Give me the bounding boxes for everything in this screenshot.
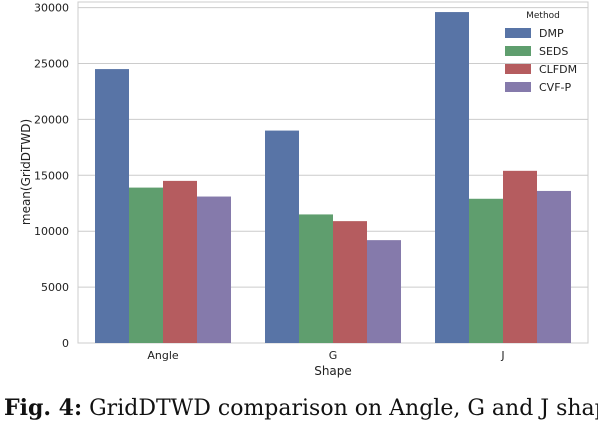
bar-cvf-p-j [537, 190, 571, 343]
bar-seds-angle [129, 187, 163, 343]
bar-dmp-angle [95, 69, 129, 343]
legend-label-clfdm: CLFDM [539, 63, 577, 76]
x-tick-label: G [329, 349, 338, 362]
y-tick-label: 30000 [34, 2, 69, 15]
y-axis-ticks: 0 5000 10000 15000 20000 25000 30000 [34, 2, 69, 350]
figure-caption: Fig. 4: GridDTWD comparison on Angle, G … [4, 396, 598, 421]
bar-seds-g [299, 214, 333, 343]
y-tick-label: 15000 [34, 169, 69, 182]
caption-text: GridDTWD comparison on Angle, G and J sh… [89, 396, 598, 421]
y-tick-label: 10000 [34, 225, 69, 238]
bar-clfdm-g [333, 221, 367, 343]
bar-chart: 0 5000 10000 15000 20000 25000 30000 Angle G J S… [19, 1, 589, 378]
y-tick-label: 25000 [34, 57, 69, 70]
bar-cvf-p-g [367, 240, 401, 343]
caption-label: Fig. 4: [4, 396, 83, 421]
x-axis-label: Shape [314, 364, 352, 378]
x-tick-label: Angle [147, 349, 179, 362]
legend-swatch-cvf-p [505, 82, 531, 92]
bar-cvf-p-angle [197, 196, 231, 343]
x-tick-label: J [500, 349, 504, 362]
bar-seds-j [469, 198, 503, 343]
legend-label-seds: SEDS [539, 45, 568, 58]
y-tick-label: 20000 [34, 113, 69, 126]
legend-swatch-clfdm [505, 64, 531, 74]
bar-clfdm-j [503, 170, 537, 343]
legend-label-cvf-p: CVF-P [539, 81, 572, 94]
y-tick-label: 5000 [41, 281, 69, 294]
bar-clfdm-angle [163, 180, 197, 343]
legend-label-dmp: DMP [539, 27, 564, 40]
legend-swatch-dmp [505, 28, 531, 38]
bar-dmp-g [265, 130, 299, 343]
x-axis-ticks: Angle G J [147, 349, 504, 362]
legend-swatch-seds [505, 46, 531, 56]
bars [95, 12, 571, 344]
y-tick-label: 0 [62, 337, 69, 350]
legend-title: Method [526, 11, 560, 21]
bar-dmp-j [435, 12, 469, 344]
y-axis-label: mean(GridDTWD) [19, 119, 33, 225]
legend: Method DMP SEDS CLFDM CVF-P [505, 11, 577, 94]
